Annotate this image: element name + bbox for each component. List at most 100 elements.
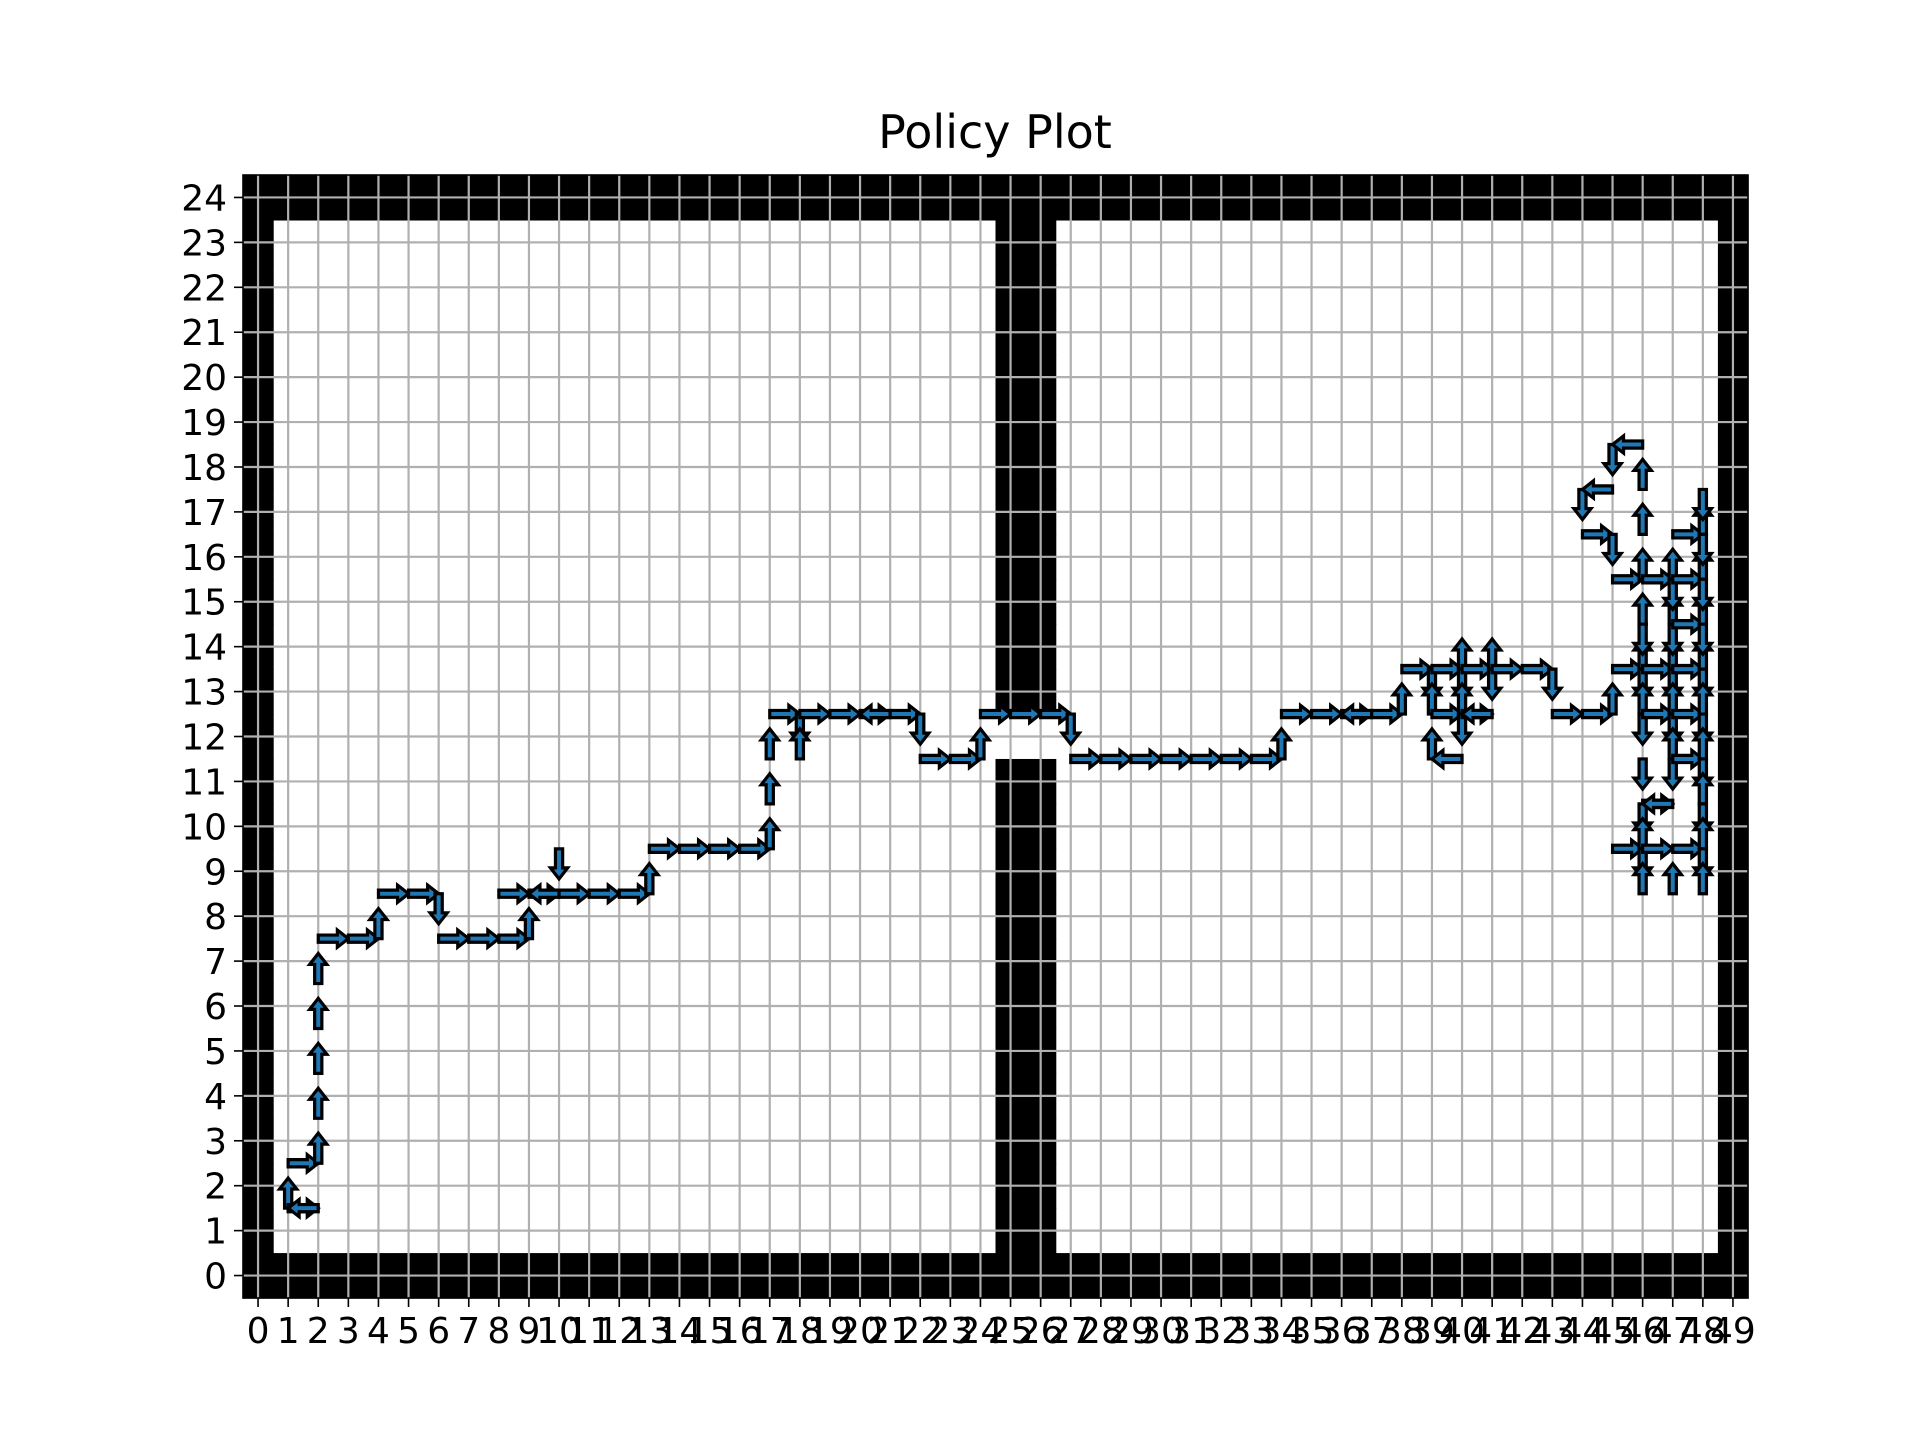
- policy-arrow-left: [1429, 747, 1464, 771]
- x-tick-label: 12: [596, 1311, 642, 1352]
- y-tick-label: 16: [181, 538, 227, 579]
- x-tick-label: 41: [1469, 1311, 1515, 1352]
- policy-arrow-left: [1640, 791, 1675, 816]
- policy-arrow-up: [1690, 816, 1715, 851]
- policy-arrow-up: [1630, 456, 1655, 492]
- policy-arrow-right: [948, 747, 984, 771]
- policy-arrow-down: [1600, 532, 1625, 568]
- x-tick-label: 34: [1259, 1311, 1305, 1352]
- x-tick-label: 27: [1048, 1311, 1094, 1352]
- policy-arrow-right: [888, 702, 923, 726]
- policy-arrow-right: [497, 881, 532, 906]
- policy-arrow-right: [1641, 657, 1676, 682]
- y-tick-label: 18: [181, 448, 227, 489]
- x-tick-label: 48: [1680, 1311, 1726, 1352]
- policy-arrow-right: [1671, 836, 1706, 861]
- policy-arrow-left: [1579, 477, 1615, 502]
- y-tick-label: 2: [204, 1167, 227, 1208]
- policy-arrow-right: [437, 926, 472, 951]
- policy-arrow-right: [1671, 747, 1706, 771]
- x-tick-label: 43: [1529, 1311, 1575, 1352]
- policy-arrow-down: [1450, 712, 1474, 747]
- x-tick-label: 26: [1018, 1311, 1064, 1352]
- policy-arrow-right: [1671, 657, 1706, 682]
- x-tick-label: 28: [1078, 1311, 1124, 1352]
- x-tick-label: 8: [487, 1311, 510, 1352]
- policy-arrow-right: [497, 926, 532, 951]
- policy-arrow-right: [768, 702, 803, 726]
- policy-arrow-right: [587, 881, 622, 906]
- policy-arrow-up: [1630, 861, 1655, 896]
- y-tick-label: 1: [204, 1212, 227, 1253]
- x-tick-label: 4: [367, 1311, 390, 1352]
- policy-arrow-right: [1671, 567, 1706, 592]
- y-tick-label: 15: [181, 583, 227, 624]
- policy-arrow-left: [285, 1196, 320, 1221]
- x-tick-label: 21: [867, 1311, 913, 1352]
- policy-arrows: [276, 432, 1715, 1221]
- policy-arrow-down: [1600, 442, 1625, 478]
- policy-arrow-right: [1460, 657, 1495, 682]
- x-tick-label: 11: [566, 1311, 612, 1352]
- policy-arrow-right: [1279, 702, 1315, 726]
- policy-arrow-right: [1580, 702, 1616, 726]
- chart-title: Policy Plot: [878, 105, 1112, 159]
- policy-arrow-right: [1520, 657, 1555, 682]
- policy-arrow-up: [757, 816, 782, 851]
- x-tick-label: 23: [927, 1311, 973, 1352]
- x-tick-label: 15: [687, 1311, 733, 1352]
- policy-arrow-up: [757, 726, 782, 761]
- policy-arrow-right: [1430, 702, 1465, 726]
- x-tick-label: 22: [897, 1311, 943, 1352]
- policy-arrow-right: [346, 926, 382, 951]
- y-tick-label: 24: [181, 178, 227, 219]
- policy-arrow-up: [968, 726, 993, 761]
- policy-arrow-right: [1069, 747, 1104, 771]
- x-tick-label: 32: [1198, 1311, 1244, 1352]
- policy-arrow-down: [1630, 622, 1655, 657]
- x-tick-label: 44: [1560, 1311, 1606, 1352]
- policy-arrow-right: [1309, 702, 1345, 726]
- y-tick-label: 11: [181, 762, 227, 803]
- policy-arrow-right: [1610, 836, 1646, 861]
- x-tick-label: 5: [397, 1311, 420, 1352]
- x-tick-label: 31: [1168, 1311, 1214, 1352]
- policy-arrow-up: [366, 905, 391, 941]
- policy-arrow-down: [1058, 712, 1083, 747]
- policy-arrow-right: [1159, 747, 1194, 771]
- policy-arrow-right: [1370, 702, 1405, 726]
- policy-arrow-right: [1008, 702, 1044, 726]
- policy-arrow-right: [828, 702, 863, 726]
- policy-arrow-up: [306, 1040, 331, 1076]
- x-tick-label: 19: [807, 1311, 853, 1352]
- policy-arrow-up: [306, 950, 331, 986]
- x-tick-label: 49: [1710, 1311, 1756, 1352]
- policy-arrow-right: [376, 881, 412, 906]
- policy-arrow-down: [1540, 667, 1565, 702]
- policy-arrow-right: [1610, 567, 1646, 592]
- y-tick-label: 17: [181, 493, 227, 534]
- y-tick-label: 14: [181, 628, 227, 669]
- policy-arrow-left: [1609, 432, 1645, 457]
- policy-arrow-down: [1690, 487, 1715, 523]
- x-tick-label: 45: [1590, 1311, 1636, 1352]
- x-tick-label: 47: [1650, 1311, 1696, 1352]
- x-tick-label: 14: [657, 1311, 703, 1352]
- policy-arrow-left: [1459, 702, 1494, 726]
- policy-arrow-right: [1671, 612, 1706, 637]
- x-tick-label: 38: [1379, 1311, 1425, 1352]
- policy-arrow-right: [1219, 747, 1254, 771]
- y-tick-label: 4: [204, 1077, 227, 1118]
- policy-arrow-up: [1660, 861, 1685, 896]
- policy-arrow-right: [316, 926, 351, 951]
- x-tick-label: 30: [1138, 1311, 1184, 1352]
- y-tick-label: 5: [204, 1032, 227, 1073]
- policy-arrow-up: [1690, 861, 1715, 896]
- x-tick-label: 25: [988, 1311, 1034, 1352]
- policy-arrow-up: [787, 726, 812, 761]
- x-tick-label: 18: [777, 1311, 823, 1352]
- policy-arrow-right: [1550, 702, 1586, 726]
- x-tick-label: 7: [457, 1311, 480, 1352]
- policy-arrow-up: [1690, 726, 1715, 761]
- x-tick-label: 17: [747, 1311, 793, 1352]
